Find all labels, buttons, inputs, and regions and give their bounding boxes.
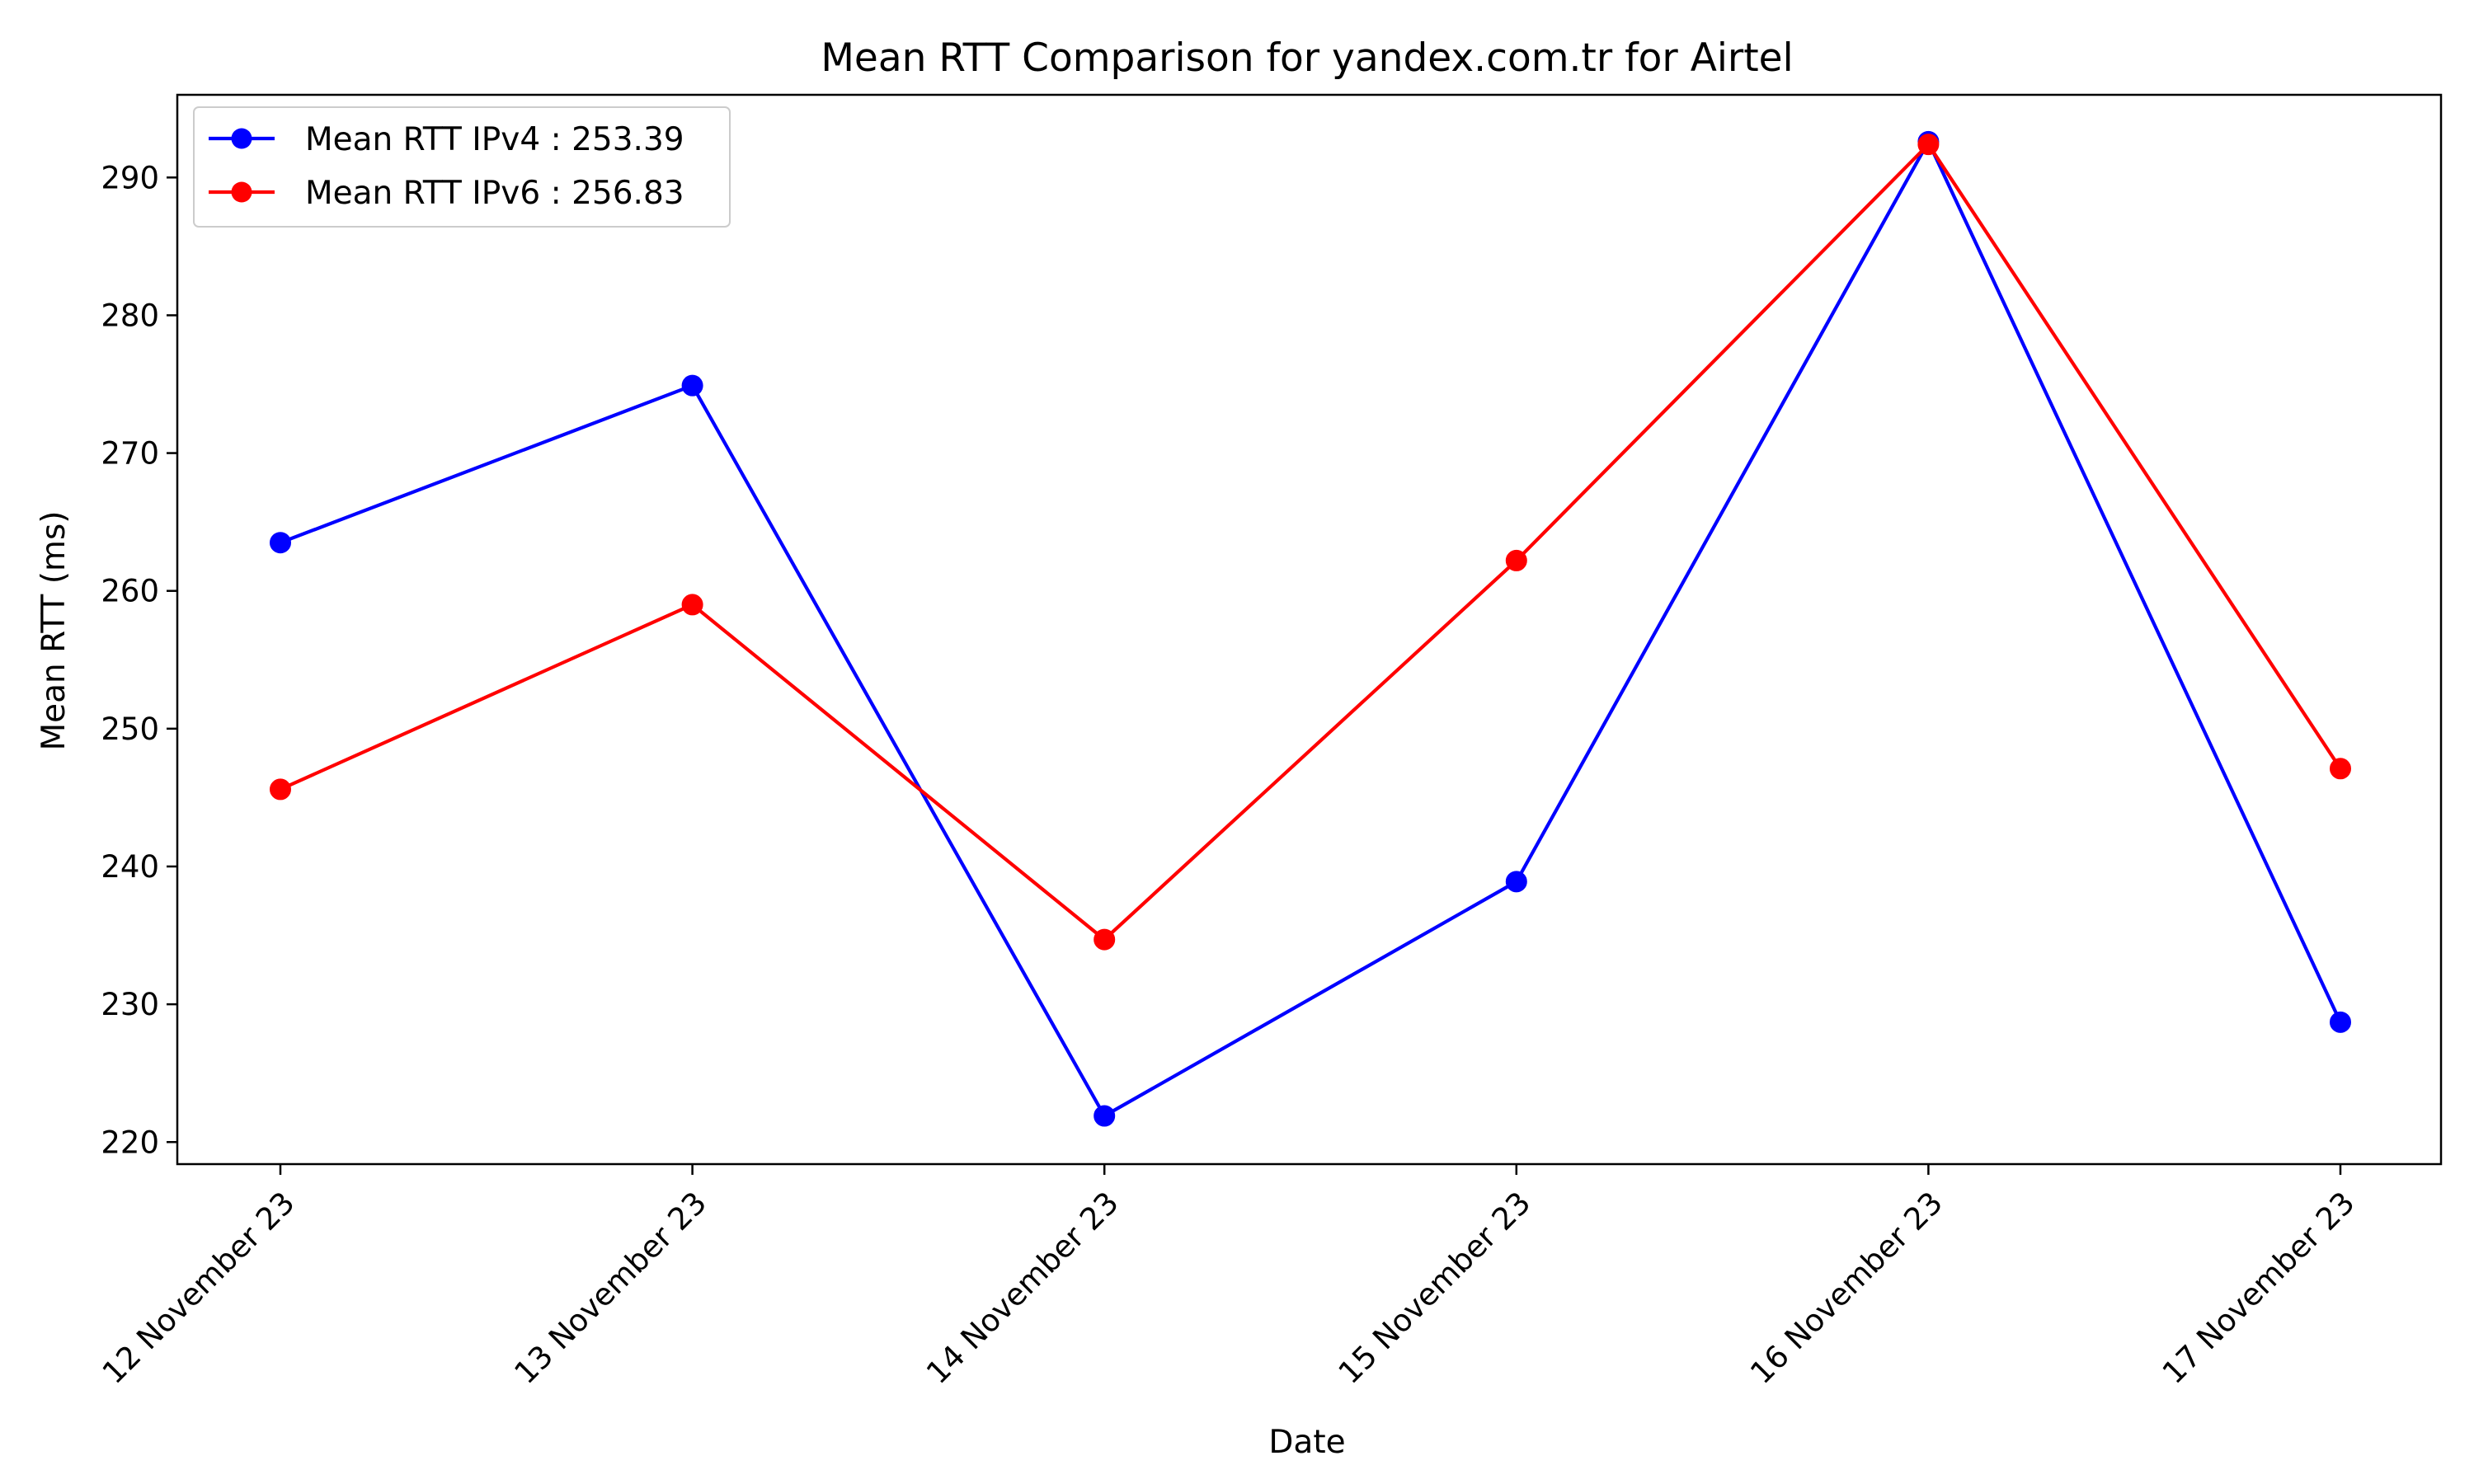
y-tick-label-250: 250 [101, 711, 159, 747]
data-point-series-1-6 [2330, 1011, 2351, 1033]
y-tick-label-230: 230 [101, 987, 159, 1022]
data-point-series-1-4 [1505, 871, 1527, 893]
series-line-1 [278, 139, 2343, 1118]
x-tick-label-2: 13 November 23 [507, 1185, 713, 1391]
y-axis-label: Mean RTT (ms) [35, 510, 73, 750]
legend-label-2: Mean RTT IPv6 : 256.83 [305, 175, 684, 212]
x-axis-label: Date [1268, 1424, 1345, 1461]
chart-title: Mean RTT Comparison for yandex.com.tr fo… [821, 35, 1793, 81]
data-point-series-1-1 [270, 532, 291, 554]
data-point-series-2-6 [2330, 758, 2351, 780]
data-point-series-2-5 [1917, 134, 1940, 156]
y-tick-label-270: 270 [101, 436, 159, 472]
data-point-series-2-2 [681, 594, 703, 616]
data-point-series-2-4 [1505, 549, 1527, 571]
y-tick-label-220: 220 [101, 1125, 159, 1160]
data-point-series-1-2 [681, 374, 703, 397]
legend-marker-1 [231, 128, 252, 149]
plot-area: 220 230 240 250 260 270 280 290 12 November 23 13… [96, 93, 2443, 1391]
data-point-series-1-3 [1094, 1105, 1116, 1127]
x-tick-label-4: 15 November 23 [1332, 1185, 1538, 1391]
y-tick-label-290: 290 [101, 160, 159, 195]
legend: Mean RTT IPv4 : 253.39 Mean RTT IPv6 : 25… [193, 106, 731, 228]
y-tick-label-240: 240 [101, 849, 159, 885]
y-tick-label-260: 260 [101, 574, 159, 609]
x-tick-label-3: 14 November 23 [920, 1185, 1126, 1391]
legend-marker-2 [231, 181, 252, 203]
x-tick-label-1: 12 November 23 [96, 1185, 302, 1391]
series-line-2 [278, 143, 2343, 942]
x-tick-label-5: 16 November 23 [1743, 1185, 1950, 1391]
y-tick-label-280: 280 [101, 298, 159, 333]
legend-box [193, 106, 731, 228]
plot-frame [176, 93, 2443, 1166]
legend-label-1: Mean RTT IPv4 : 253.39 [305, 121, 684, 158]
data-point-series-2-1 [270, 778, 291, 801]
x-tick-label-6: 17 November 23 [2156, 1185, 2362, 1391]
data-point-series-2-3 [1094, 928, 1116, 951]
